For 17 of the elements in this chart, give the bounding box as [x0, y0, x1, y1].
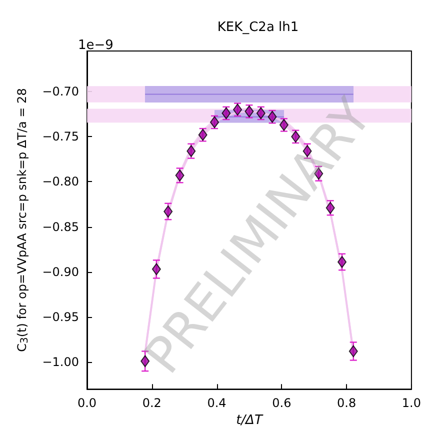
y-tick-label: −0.85 — [42, 220, 79, 234]
x-axis-title: t/ΔT — [236, 413, 264, 428]
y-tick-label: −0.95 — [42, 310, 79, 324]
y-tick-label: −0.70 — [42, 84, 79, 99]
y-tick-label: −0.90 — [42, 264, 79, 279]
chart-title: KEK_C2a lh1 — [217, 20, 299, 35]
y-tick-label: −0.75 — [42, 130, 79, 144]
x-tick-label: 0.2 — [142, 396, 162, 410]
y-tick-label: −0.80 — [42, 174, 79, 189]
x-tick-label: 0.8 — [337, 396, 356, 410]
x-tick-label: 1.0 — [402, 396, 422, 410]
x-tick-label: 0.0 — [77, 396, 97, 410]
annotation: 1e−9 — [78, 38, 114, 53]
y-tick-label: −1.00 — [42, 355, 79, 370]
x-tick-label: 0.4 — [207, 396, 226, 410]
x-tick-label: 0.6 — [272, 396, 292, 410]
y-axis-title: C3(t) for op=VVpAA src=p snk=p ΔT/a = 28 — [15, 88, 30, 352]
